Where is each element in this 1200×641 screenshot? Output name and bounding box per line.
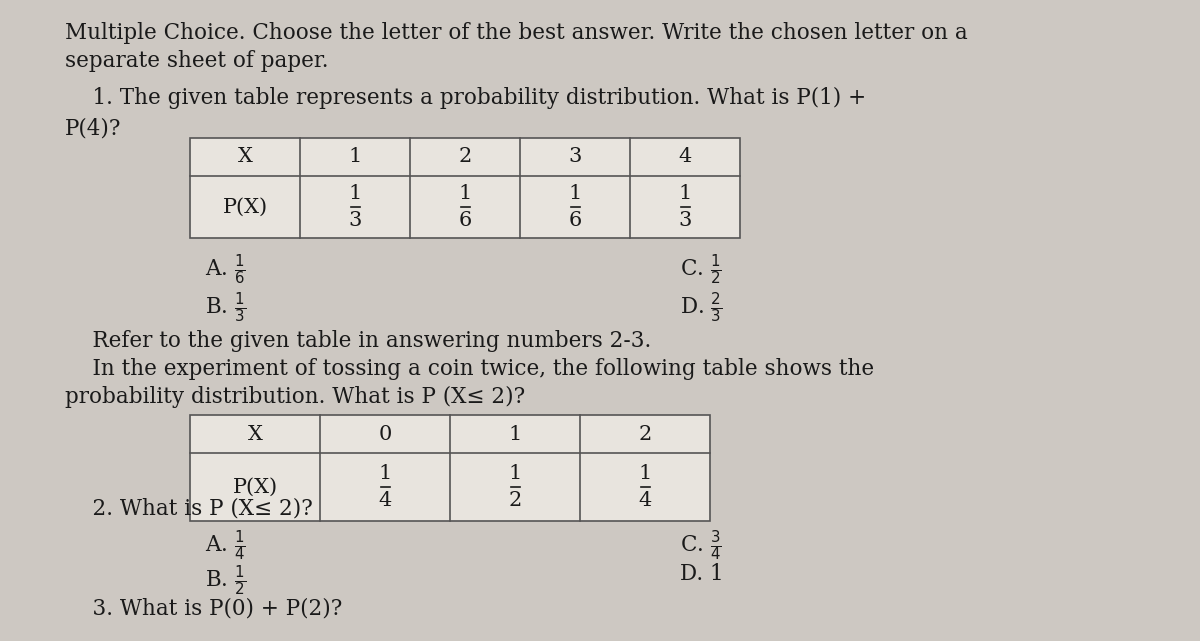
Text: B. $\frac{1}{3}$: B. $\frac{1}{3}$	[205, 290, 246, 325]
Text: 1: 1	[509, 463, 522, 483]
Text: C. $\frac{1}{2}$: C. $\frac{1}{2}$	[680, 252, 721, 287]
Text: 1: 1	[378, 463, 391, 483]
Bar	[190, 415, 710, 521]
Bar	[190, 138, 740, 238]
Text: 1: 1	[509, 424, 522, 444]
Text: 1: 1	[569, 183, 582, 203]
Text: 4: 4	[638, 492, 652, 510]
Bar	[190, 415, 710, 521]
Text: P(X): P(X)	[222, 197, 268, 217]
Text: D. 1: D. 1	[680, 563, 724, 585]
Text: 6: 6	[569, 212, 582, 230]
Text: X: X	[238, 147, 252, 167]
Text: 1: 1	[678, 183, 691, 203]
Text: 1: 1	[348, 183, 361, 203]
Text: 2. What is P (X≤ 2)?: 2. What is P (X≤ 2)?	[65, 498, 313, 520]
Text: 4: 4	[678, 147, 691, 167]
Bar	[190, 138, 740, 238]
Text: 0: 0	[378, 424, 391, 444]
Text: 6: 6	[458, 212, 472, 230]
Text: P(4)?: P(4)?	[65, 117, 121, 139]
Text: 1. The given table represents a probability distribution. What is P(1) +: 1. The given table represents a probabil…	[65, 87, 866, 109]
Text: X: X	[247, 424, 263, 444]
Text: 1: 1	[638, 463, 652, 483]
Text: D. $\frac{2}{3}$: D. $\frac{2}{3}$	[680, 290, 722, 325]
Text: 3. What is P(0) + P(2)?: 3. What is P(0) + P(2)?	[65, 598, 342, 620]
Text: 2: 2	[458, 147, 472, 167]
Text: B. $\frac{1}{2}$: B. $\frac{1}{2}$	[205, 563, 246, 597]
Text: A. $\frac{1}{6}$: A. $\frac{1}{6}$	[205, 252, 246, 287]
Text: 2: 2	[638, 424, 652, 444]
Text: 1: 1	[348, 147, 361, 167]
Text: 3: 3	[678, 212, 691, 230]
Text: A. $\frac{1}{4}$: A. $\frac{1}{4}$	[205, 528, 246, 563]
Text: 2: 2	[509, 492, 522, 510]
Text: In the experiment of tossing a coin twice, the following table shows the: In the experiment of tossing a coin twic…	[65, 358, 874, 380]
Text: C. $\frac{3}{4}$: C. $\frac{3}{4}$	[680, 528, 721, 563]
Text: 1: 1	[458, 183, 472, 203]
Text: Multiple Choice. Choose the letter of the best answer. Write the chosen letter o: Multiple Choice. Choose the letter of th…	[65, 22, 967, 44]
Text: 3: 3	[569, 147, 582, 167]
Text: 3: 3	[348, 212, 361, 230]
Text: probability distribution. What is P (X≤ 2)?: probability distribution. What is P (X≤ …	[65, 386, 526, 408]
Text: P(X): P(X)	[233, 478, 277, 497]
Text: Refer to the given table in answering numbers 2-3.: Refer to the given table in answering nu…	[65, 330, 652, 352]
Text: 4: 4	[378, 492, 391, 510]
Text: separate sheet of paper.: separate sheet of paper.	[65, 50, 329, 72]
